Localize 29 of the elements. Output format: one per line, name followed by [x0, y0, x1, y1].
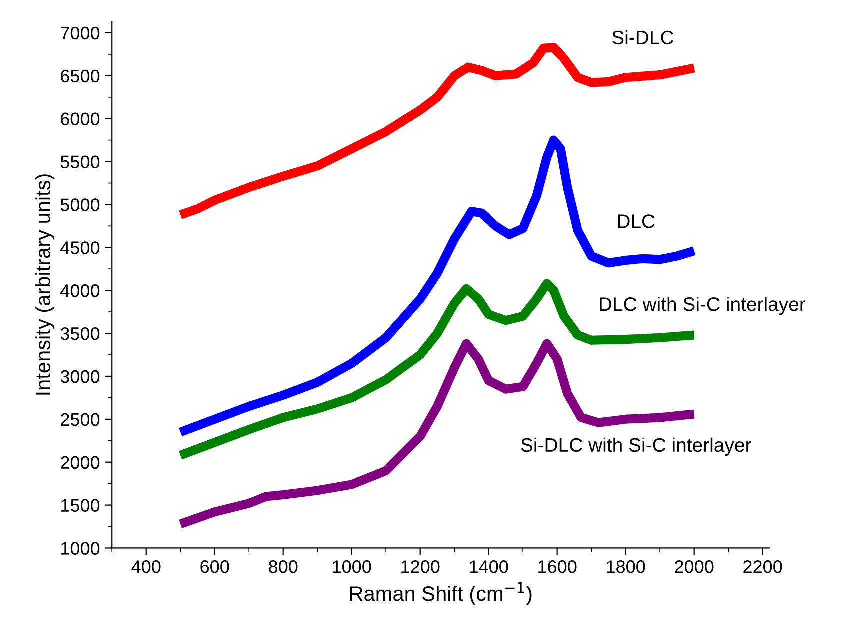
x-tick-label: 2000 — [675, 560, 714, 574]
x-tick-label: 800 — [269, 560, 298, 574]
series-label: Si-DLC with Si-C interlayer — [521, 438, 752, 456]
y-tick-label: 3000 — [60, 370, 100, 384]
y-tick-label: 6000 — [61, 112, 100, 126]
y-tick-label: 1500 — [62, 499, 100, 512]
x-tick-label: 1000 — [333, 560, 372, 574]
x-tick-label: 1600 — [538, 560, 577, 574]
series-label: DLC with Si-C interlayer — [600, 297, 806, 316]
y-tick-label: 6500 — [61, 70, 100, 83]
y-tick-label: 5500 — [60, 156, 100, 169]
x-axis-title: Raman Shift (cm$^{−1}$) — [350, 582, 532, 606]
y-tick-label: 1000 — [62, 542, 100, 555]
x-tick-label: 1800 — [607, 560, 646, 574]
y-tick-label: 3500 — [60, 327, 100, 340]
y-tick-label: 4500 — [60, 242, 100, 254]
y-tick-label: 2000 — [61, 456, 100, 470]
y-tick-label: 4000 — [60, 284, 100, 298]
series-label: Si-DLC — [612, 30, 674, 45]
x-tick-label: 2200 — [744, 560, 782, 574]
x-tick-label: 1400 — [470, 560, 508, 574]
y-axis-title: Intensity (arbitrary units) — [35, 174, 55, 395]
y-tick-label: 2500 — [61, 413, 100, 426]
x-tick-label: 400 — [132, 560, 161, 574]
y-tick-label: 5000 — [60, 198, 100, 212]
y-tick-label: 7000 — [61, 26, 100, 40]
x-tick-label: 600 — [200, 560, 230, 574]
x-tick-label: 1200 — [402, 560, 440, 574]
series-label: DLC — [618, 214, 655, 228]
